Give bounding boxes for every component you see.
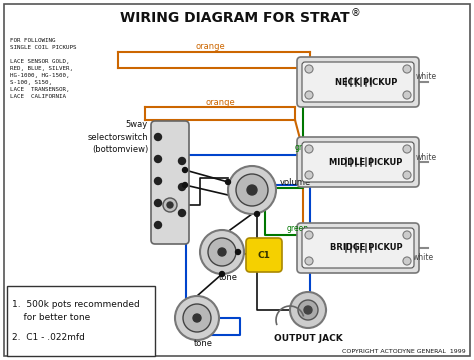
Text: volume: volume — [280, 177, 311, 186]
Text: green: green — [287, 224, 309, 233]
Text: green: green — [295, 143, 317, 152]
Circle shape — [305, 231, 313, 239]
Text: MIDDLE PICKUP: MIDDLE PICKUP — [329, 158, 403, 166]
Text: 2.  C1 - .022mfd: 2. C1 - .022mfd — [12, 333, 85, 342]
Text: OUTPUT JACK: OUTPUT JACK — [273, 334, 342, 343]
Circle shape — [182, 183, 188, 188]
Text: 1.  500k pots recommended
    for better tone: 1. 500k pots recommended for better tone — [12, 300, 140, 322]
Circle shape — [403, 65, 411, 73]
Bar — [7, 286, 155, 356]
Text: orange: orange — [195, 41, 225, 50]
Text: FOR FOLLOWING
SINGLE COIL PICKUPS

LACE SENSOR GOLD,
RED, BLUE, SILVER,
HG-1000,: FOR FOLLOWING SINGLE COIL PICKUPS LACE S… — [10, 38, 76, 99]
Circle shape — [155, 199, 162, 207]
Circle shape — [403, 145, 411, 153]
Text: tone: tone — [219, 274, 237, 283]
Text: white: white — [416, 153, 437, 162]
Circle shape — [236, 249, 240, 255]
Circle shape — [155, 177, 162, 185]
Text: white: white — [413, 253, 434, 262]
Circle shape — [255, 212, 259, 216]
Circle shape — [226, 180, 230, 185]
Circle shape — [218, 248, 226, 256]
FancyBboxPatch shape — [297, 137, 419, 187]
FancyBboxPatch shape — [302, 142, 414, 182]
Circle shape — [403, 231, 411, 239]
Text: NECK PICKUP: NECK PICKUP — [335, 77, 397, 86]
Circle shape — [305, 145, 313, 153]
Circle shape — [183, 304, 211, 332]
Text: WIRING DIAGRAM FOR STRAT: WIRING DIAGRAM FOR STRAT — [120, 11, 350, 25]
Circle shape — [228, 166, 276, 214]
Circle shape — [403, 257, 411, 265]
Text: tone: tone — [193, 339, 212, 348]
Circle shape — [305, 91, 313, 99]
Circle shape — [200, 230, 244, 274]
Circle shape — [247, 185, 257, 195]
Text: white: white — [416, 72, 437, 81]
Circle shape — [179, 184, 185, 190]
Circle shape — [179, 158, 185, 165]
Circle shape — [403, 171, 411, 179]
Circle shape — [193, 314, 201, 322]
Circle shape — [163, 198, 177, 212]
Text: ®: ® — [351, 8, 361, 18]
Circle shape — [236, 174, 268, 206]
FancyBboxPatch shape — [297, 223, 419, 273]
Circle shape — [403, 91, 411, 99]
FancyBboxPatch shape — [246, 238, 282, 272]
Circle shape — [290, 292, 326, 328]
Circle shape — [208, 238, 236, 266]
Circle shape — [219, 271, 225, 276]
Text: COPYRIGHT ACTODYNE GENERAL  1999: COPYRIGHT ACTODYNE GENERAL 1999 — [342, 349, 466, 354]
Text: 5way
selectorswitch
(bottomview): 5way selectorswitch (bottomview) — [87, 120, 148, 154]
Text: BRIDGE PICKUP: BRIDGE PICKUP — [330, 243, 402, 252]
FancyBboxPatch shape — [302, 62, 414, 102]
Circle shape — [155, 156, 162, 162]
Circle shape — [179, 210, 185, 216]
Circle shape — [182, 167, 188, 172]
Circle shape — [305, 65, 313, 73]
Circle shape — [155, 221, 162, 229]
Circle shape — [155, 134, 162, 140]
Circle shape — [304, 306, 312, 314]
Circle shape — [175, 296, 219, 340]
Circle shape — [298, 300, 318, 320]
Circle shape — [305, 171, 313, 179]
Text: C1: C1 — [257, 251, 271, 260]
FancyBboxPatch shape — [297, 57, 419, 107]
FancyBboxPatch shape — [151, 121, 189, 244]
Text: orange: orange — [205, 98, 235, 107]
Circle shape — [305, 257, 313, 265]
Circle shape — [167, 202, 173, 208]
FancyBboxPatch shape — [302, 228, 414, 268]
